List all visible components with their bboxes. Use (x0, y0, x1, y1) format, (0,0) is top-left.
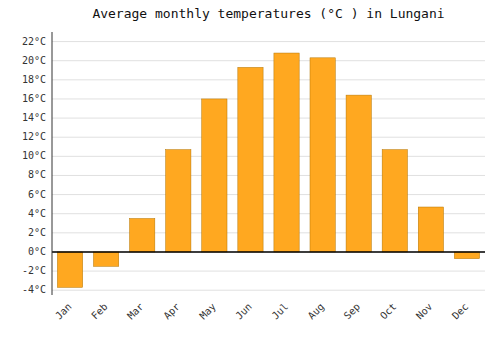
bar (93, 252, 118, 266)
bar (274, 53, 299, 252)
bar (346, 95, 371, 252)
x-tick-label: Feb (89, 301, 110, 322)
x-tick-label: Nov (414, 301, 435, 322)
bar (57, 252, 82, 287)
y-tick-label: -4°C (22, 284, 46, 295)
bar (382, 150, 407, 252)
x-tick-label: May (197, 301, 218, 322)
grid-line (52, 137, 485, 138)
grid-line (52, 194, 485, 195)
y-tick-label: 10°C (22, 150, 46, 161)
y-tick-label: 12°C (22, 131, 46, 142)
x-tick-label: Dec (450, 301, 471, 322)
x-tick-label: Mar (125, 301, 146, 322)
x-tick-label: Sep (342, 301, 363, 322)
grid-line (52, 98, 485, 99)
y-tick-label: 6°C (28, 189, 46, 200)
grid-line (52, 118, 485, 119)
chart: -4°C -2°C 0°C 2°C 4°C 6°C 8°C 10°C 12°C 14°C 16°C 1… (0, 0, 500, 350)
chart-container: -4°C -2°C 0°C 2°C 4°C 6°C 8°C 10°C 12°C 14°C 16°C 1… (0, 0, 500, 350)
grid-line (52, 156, 485, 157)
bar (310, 58, 335, 252)
y-tick-label: 4°C (28, 208, 46, 219)
x-tick-label: Jul (270, 301, 291, 322)
grid-line (52, 271, 485, 272)
bar (454, 252, 479, 259)
y-tick-label: 22°C (22, 36, 46, 47)
x-tick-label: Apr (161, 301, 182, 322)
y-tick-label: 0°C (28, 246, 46, 257)
grid-line (52, 41, 485, 42)
y-tick-label: 14°C (22, 112, 46, 123)
bar (238, 67, 263, 252)
grid-line (52, 251, 485, 252)
bar (202, 99, 227, 252)
x-tick-labels: Jan Feb Mar Apr May Jun Jul Aug Sep Oct Nov Dec (53, 301, 470, 322)
grid-line (52, 79, 485, 80)
grid-line (52, 175, 485, 176)
y-grid (52, 42, 485, 291)
y-tick-label: 8°C (28, 169, 46, 180)
zero-line (52, 251, 485, 253)
y-tick-label: -2°C (22, 265, 46, 276)
title: Average monthly temperatures (°C ) in Lu… (92, 6, 444, 21)
grid-line (52, 290, 485, 291)
grid-line (52, 60, 485, 61)
y-tick-label: 2°C (28, 227, 46, 238)
y-tick-label: 18°C (22, 74, 46, 85)
x-tick-label: Jun (233, 301, 254, 322)
y-tick-label: 16°C (22, 93, 46, 104)
y-tick-label: 20°C (22, 55, 46, 66)
y-tick-labels: -4°C -2°C 0°C 2°C 4°C 6°C 8°C 10°C 12°C 14°C 16°C 1… (22, 36, 46, 296)
bar (166, 150, 191, 252)
x-tick-label: Oct (378, 301, 399, 322)
x-tick-label: Jan (53, 301, 74, 322)
bar (130, 218, 155, 251)
bar (418, 207, 443, 252)
x-tick-label: Aug (306, 301, 327, 322)
y-axis-line (52, 32, 53, 295)
